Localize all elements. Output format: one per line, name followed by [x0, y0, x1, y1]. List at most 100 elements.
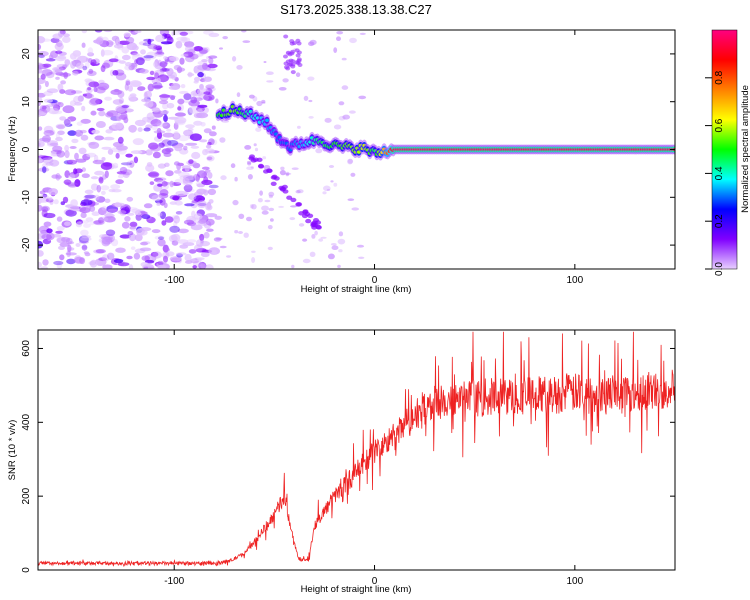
noise-blob [130, 81, 143, 87]
noise-blob [184, 253, 192, 262]
noise-blob [204, 264, 214, 269]
noise-blob [185, 124, 195, 129]
noise-blob [338, 249, 343, 253]
noise-blob [81, 244, 88, 251]
noise-blob [165, 170, 174, 177]
noise-blob [111, 122, 124, 130]
noise-blob [69, 100, 77, 107]
noise-blob [80, 134, 89, 141]
noise-blob [285, 173, 289, 177]
noise-blob [112, 99, 124, 105]
noise-blob [178, 171, 190, 177]
noise-blob [254, 147, 259, 152]
streak-blob [258, 164, 265, 169]
noise-blob [350, 172, 356, 177]
noise-blob [320, 236, 327, 239]
noise-blob [38, 70, 46, 74]
noise-blob [201, 179, 213, 186]
noise-blob [193, 244, 203, 252]
noise-blob [190, 258, 200, 264]
noise-blob [177, 228, 189, 234]
noise-blob [87, 47, 94, 55]
noise-blob [133, 252, 141, 260]
noise-blob [64, 221, 71, 226]
noise-blob [84, 194, 96, 199]
noise-blob [303, 95, 309, 101]
noise-blob [208, 184, 219, 189]
noise-blob [48, 107, 60, 115]
noise-blob [90, 183, 99, 191]
streak-blob [290, 197, 297, 203]
y-tick-label: 20 [21, 48, 32, 60]
colorbar-tick-label: 0.6 [714, 118, 725, 132]
streak-blob [298, 211, 305, 216]
noise-blob [83, 223, 91, 228]
noise-blob [201, 59, 208, 63]
noise-blob [108, 188, 116, 193]
noise-blob [124, 64, 133, 71]
noise-blob [62, 64, 68, 69]
noise-blob [55, 132, 61, 139]
streak-blob [284, 65, 289, 70]
noise-blob [318, 238, 324, 242]
noise-blob [309, 39, 317, 46]
noise-blob [295, 72, 301, 77]
noise-blob [150, 119, 162, 127]
noise-blob [52, 145, 63, 152]
noise-blob [143, 55, 154, 59]
noise-blob [108, 58, 119, 63]
noise-blob [146, 76, 156, 81]
noise-blob [49, 200, 54, 205]
noise-blob [145, 164, 155, 172]
noise-blob [351, 207, 360, 211]
noise-blob [55, 50, 63, 54]
noise-blob [280, 166, 285, 171]
noise-blob [261, 210, 269, 215]
noise-blob [199, 139, 208, 143]
noise-blob [104, 198, 111, 203]
noise-blob [308, 116, 314, 119]
noise-blob [77, 55, 89, 63]
noise-blob [135, 57, 145, 66]
noise-blob [44, 80, 49, 88]
noise-blob [101, 254, 110, 262]
noise-blob [95, 196, 106, 203]
noise-blob [174, 116, 187, 124]
noise-blob [175, 40, 183, 49]
noise-blob [58, 66, 66, 71]
noise-blob [101, 62, 110, 69]
noise-blob [222, 36, 228, 40]
noise-blob [42, 259, 49, 266]
streak-blob [295, 38, 301, 43]
noise-blob [38, 110, 42, 118]
noise-blob [151, 229, 161, 234]
noise-blob [149, 181, 155, 186]
noise-blob [196, 112, 209, 119]
noise-blob [204, 148, 215, 154]
noise-blob [130, 150, 143, 155]
noise-blob [105, 129, 113, 134]
noise-blob [84, 189, 94, 194]
noise-blob [205, 84, 215, 90]
noise-blob [131, 52, 140, 57]
noise-blob [38, 233, 46, 240]
noise-blob [127, 231, 134, 236]
noise-blob [163, 56, 168, 60]
noise-blob [349, 37, 357, 44]
noise-blob [200, 251, 210, 258]
noise-blob [38, 54, 45, 59]
noise-blob [180, 53, 189, 57]
streak-blob [286, 195, 293, 200]
noise-blob [358, 95, 367, 100]
noise-blob [89, 205, 96, 212]
noise-blob [38, 126, 43, 131]
noise-blob [103, 136, 115, 141]
noise-blob [57, 130, 65, 136]
noise-blob [56, 226, 65, 231]
streak-blob [256, 157, 263, 162]
noise-blob [89, 97, 101, 105]
noise-blob [161, 66, 166, 72]
ridge-core [265, 118, 269, 122]
noise-blob [78, 147, 87, 155]
noise-blob [160, 110, 169, 115]
